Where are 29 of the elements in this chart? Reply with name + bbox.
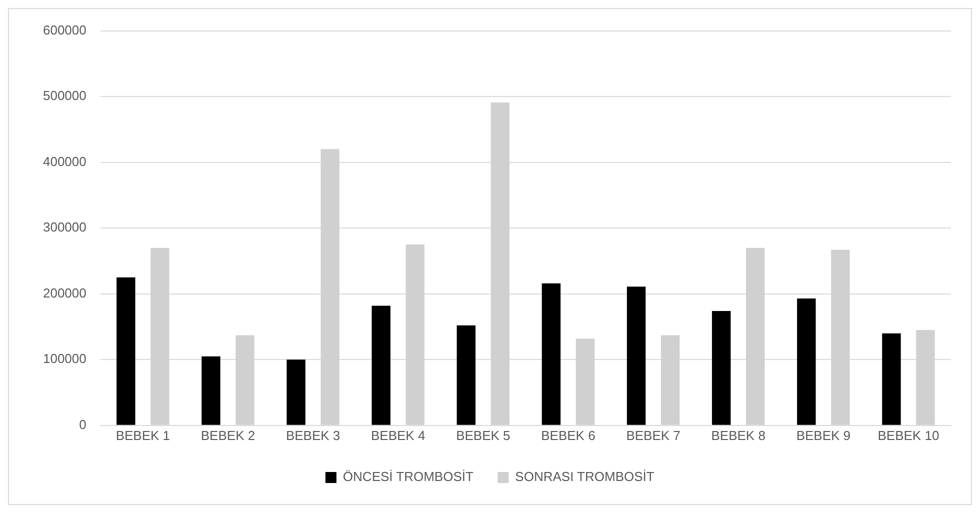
legend-label: ÖNCESİ TROMBOSİT — [342, 469, 474, 484]
x-tick-label: BEBEK 9 — [796, 428, 851, 443]
bar — [202, 356, 220, 425]
y-tick-label: 600000 — [42, 22, 86, 38]
x-tick-label: BEBEK 3 — [286, 428, 340, 443]
bar — [286, 360, 306, 425]
x-tick-label: BEBEK 2 — [200, 428, 256, 443]
y-tick-label: 0 — [79, 416, 86, 432]
y-tick-label: 500000 — [42, 88, 86, 104]
bar — [116, 277, 136, 425]
bar — [626, 286, 646, 425]
bar — [882, 333, 901, 425]
x-tick-label: BEBEK 4 — [370, 428, 426, 443]
bar — [542, 283, 561, 425]
x-tick-label: BEBEK 6 — [541, 428, 596, 443]
x-tick-label: BEBEK 10 — [878, 428, 940, 443]
x-tick-label: BEBEK 5 — [456, 428, 510, 443]
y-tick-label: 300000 — [42, 220, 86, 235]
x-tick-label: BEBEK 8 — [711, 428, 766, 443]
x-tick-label: BEBEK 1 — [116, 428, 170, 443]
x-tick-label: BEBEK 7 — [626, 428, 680, 443]
bar — [797, 298, 816, 425]
y-tick-label: 200000 — [42, 285, 86, 300]
bar — [712, 310, 731, 425]
legend-label: SONRASI TROMBOSİT — [515, 469, 654, 484]
bar — [456, 325, 476, 425]
y-tick-label: 100000 — [42, 351, 86, 366]
bar — [372, 306, 390, 425]
y-tick-label: 400000 — [42, 154, 86, 169]
